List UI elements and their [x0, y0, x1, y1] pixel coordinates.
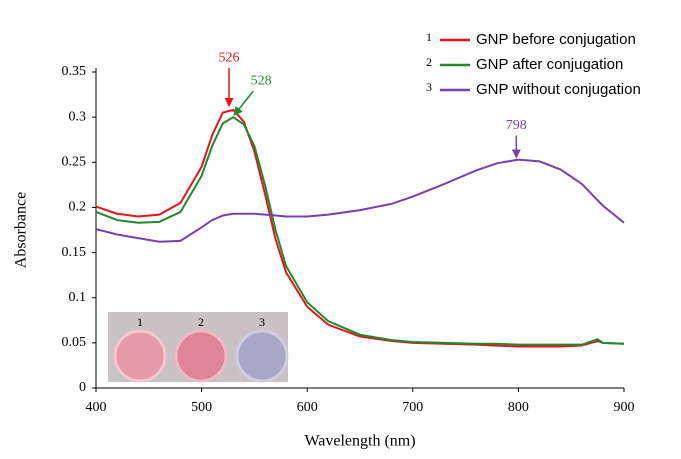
y-tick-label: 0.15	[62, 245, 87, 260]
data-line	[95, 115, 625, 346]
inset-label: 3	[259, 315, 265, 329]
well	[113, 329, 167, 383]
y-axis-label: Absorbance	[13, 192, 30, 268]
x-tick-label: 400	[86, 400, 107, 415]
annotation-arrow	[233, 90, 254, 116]
y-tick-label: 0.1	[69, 290, 87, 305]
legend-label: GNP after conjugation	[476, 56, 623, 73]
x-tick-label: 500	[191, 400, 212, 415]
x-tick-label: 900	[614, 400, 635, 415]
y-tick-label: 0.05	[62, 335, 87, 350]
legend-number: 2	[426, 55, 432, 69]
data-line	[95, 108, 625, 348]
x-tick-label: 800	[508, 400, 529, 415]
inset-photo	[108, 312, 289, 383]
y-tick-label: 0	[79, 380, 86, 395]
inset-label: 2	[198, 315, 204, 329]
legend-number: 1	[426, 30, 432, 44]
y-tick-label: 0.3	[69, 109, 87, 124]
x-axis-label: Wavelength (nm)	[304, 433, 415, 450]
legend-number: 3	[426, 80, 432, 94]
well	[174, 329, 228, 383]
inset-label: 1	[137, 315, 143, 329]
y-tick-label: 0.25	[62, 155, 87, 170]
data-line	[95, 158, 625, 243]
y-tick-label: 0.35	[62, 64, 87, 79]
x-tick-label: 600	[297, 400, 318, 415]
legend-label: GNP without conjugation	[476, 81, 641, 98]
x-tick-label: 700	[402, 400, 423, 415]
annotation-label: 526	[219, 50, 240, 65]
annotation-label: 528	[251, 73, 272, 88]
annotation-label: 798	[506, 118, 527, 133]
well	[235, 329, 289, 383]
y-tick-label: 0.2	[69, 200, 87, 215]
legend-label: GNP before conjugation	[476, 31, 636, 48]
